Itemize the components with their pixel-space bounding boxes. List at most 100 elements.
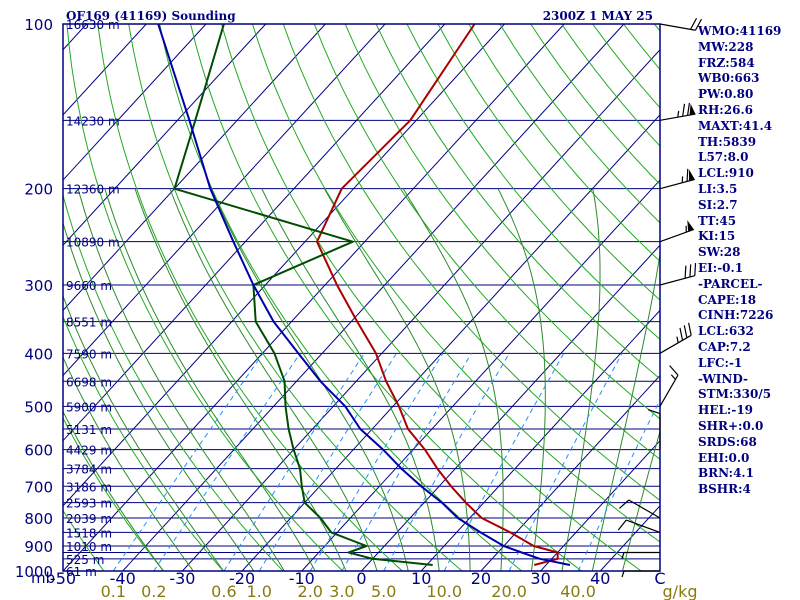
index-item: -PARCEL- [698, 276, 763, 291]
dry-adiabat-line [406, 24, 660, 340]
dry-adiabat-line [468, 24, 660, 262]
mixing-ratio-line [223, 353, 365, 571]
height-label: 16630 m [66, 18, 120, 32]
index-item: SW:28 [698, 245, 741, 260]
index-item: TH:5839 [698, 134, 757, 149]
isotherm-line [63, 24, 207, 181]
wind-barb [621, 551, 660, 559]
moist-adiabat-line [210, 188, 409, 571]
plot-frame [62, 23, 661, 572]
height-label: 9660 m [66, 279, 112, 293]
wind-barb-flag [617, 519, 627, 531]
pressure-tick-label: 300 [24, 277, 53, 295]
mixing-ratio-label: 2.0 [298, 582, 323, 600]
index-item: SRDS:68 [698, 434, 757, 449]
index-item: L57:8.0 [698, 150, 749, 165]
isotherm-line [63, 24, 267, 246]
dry-adiabat-line [63, 193, 284, 571]
height-label: 1010 m [66, 540, 112, 554]
dry-adiabat-line [375, 24, 660, 380]
wind-barb [659, 168, 695, 190]
wind-barb-half-flag [676, 336, 679, 343]
pressure-tick-label: 900 [24, 538, 53, 556]
wind-barb-staff [659, 228, 695, 243]
sounding-indices: WMO:41169 MW:228 FRZ:584 WB0:663 PW:0.80 RH:2… [698, 24, 798, 498]
temperature-profile [316, 24, 559, 566]
wind-barb-pennant [688, 169, 695, 181]
index-item: LI:3.5 [698, 181, 738, 196]
background-grid [63, 24, 660, 571]
wind-barb-pennant [687, 220, 694, 232]
wind-barb-half-flag [621, 552, 625, 559]
isotherm-line [301, 179, 660, 571]
height-label: 7590 m [66, 347, 112, 361]
wind-barb-flag [689, 264, 692, 278]
height-label: 14230 m [66, 114, 120, 128]
wind-barb [647, 409, 661, 450]
temperature-tick-label: 30 [530, 569, 550, 588]
wind-barb-staff [659, 334, 692, 354]
mixing-ratio-line [258, 353, 397, 571]
wind-barb-staff [659, 178, 695, 190]
moist-adiabat-line [63, 221, 255, 571]
dry-adiabat-line [221, 24, 643, 571]
index-item: -WIND- [698, 371, 748, 386]
index-item: LCL:910 [698, 166, 754, 181]
parcel-profile [157, 24, 571, 566]
wind-barb [659, 220, 695, 243]
moist-adiabat-line [324, 188, 471, 571]
index-item: SHR+:0.0 [698, 418, 764, 433]
isotherm-line [480, 374, 660, 571]
dry-adiabat-line [190, 24, 583, 571]
index-item: CAPE:18 [698, 292, 757, 307]
height-label: 5900 m [66, 400, 112, 414]
wind-barb-flag [684, 265, 687, 279]
dry-adiabat-line [251, 24, 660, 543]
wind-barb-half-flag [670, 374, 676, 380]
wind-barb [659, 263, 697, 286]
wind-barb [659, 322, 692, 354]
mixing-ratio-line [153, 353, 301, 571]
height-label: 10890 m [66, 236, 120, 250]
dry-adiabat-line [63, 315, 224, 571]
index-item: EHI:0.0 [698, 450, 750, 465]
pressure-tick-label: 200 [24, 181, 53, 199]
index-item: RH:26.6 [698, 102, 753, 117]
dry-adiabat-line [66, 24, 344, 571]
mixing-ratio-label: 10.0 [426, 582, 462, 600]
mixing-ratio-label: 0.2 [141, 582, 166, 600]
dry-adiabat-line [63, 509, 105, 571]
moist-adiabat-line [63, 356, 194, 571]
temperature-tick-label: -10 [289, 569, 315, 588]
pressure-tick-label: 800 [24, 510, 53, 528]
dry-adiabat-line [97, 24, 404, 571]
dry-adiabat-line [159, 24, 523, 571]
moist-adiabat-line [402, 188, 504, 571]
dry-adiabat-line [437, 24, 660, 301]
mixing-ratio-label: 0.6 [211, 582, 236, 600]
index-item: WMO:41169 [698, 24, 782, 38]
isotherm-line [63, 24, 386, 377]
index-item: CINH:7226 [698, 308, 774, 323]
wind-barb-half-flag [677, 110, 680, 118]
moist-adiabat-line [63, 294, 225, 571]
temperature-tick-label: -50 [50, 569, 76, 588]
moist-adiabat-line [169, 188, 378, 571]
pressure-tick-label: 700 [24, 478, 53, 496]
wind-barb-flag [683, 325, 688, 338]
mixing-ratio-line [577, 398, 660, 571]
isotherm-line [182, 49, 660, 571]
index-item: PW:0.80 [698, 87, 754, 102]
dry-adiabat-line [128, 24, 463, 571]
mixing-ratio-line [383, 353, 510, 571]
wind-barb-flag [618, 499, 630, 509]
index-item: MW:228 [698, 39, 754, 54]
temperature-tick-label: 40 [590, 569, 610, 588]
temperature-tick-label: 0 [356, 569, 366, 588]
wind-barb-half-flag [621, 570, 625, 578]
index-item: BRN:4.1 [698, 466, 754, 481]
index-item: KI:15 [698, 229, 736, 244]
wind-barb [621, 570, 660, 578]
